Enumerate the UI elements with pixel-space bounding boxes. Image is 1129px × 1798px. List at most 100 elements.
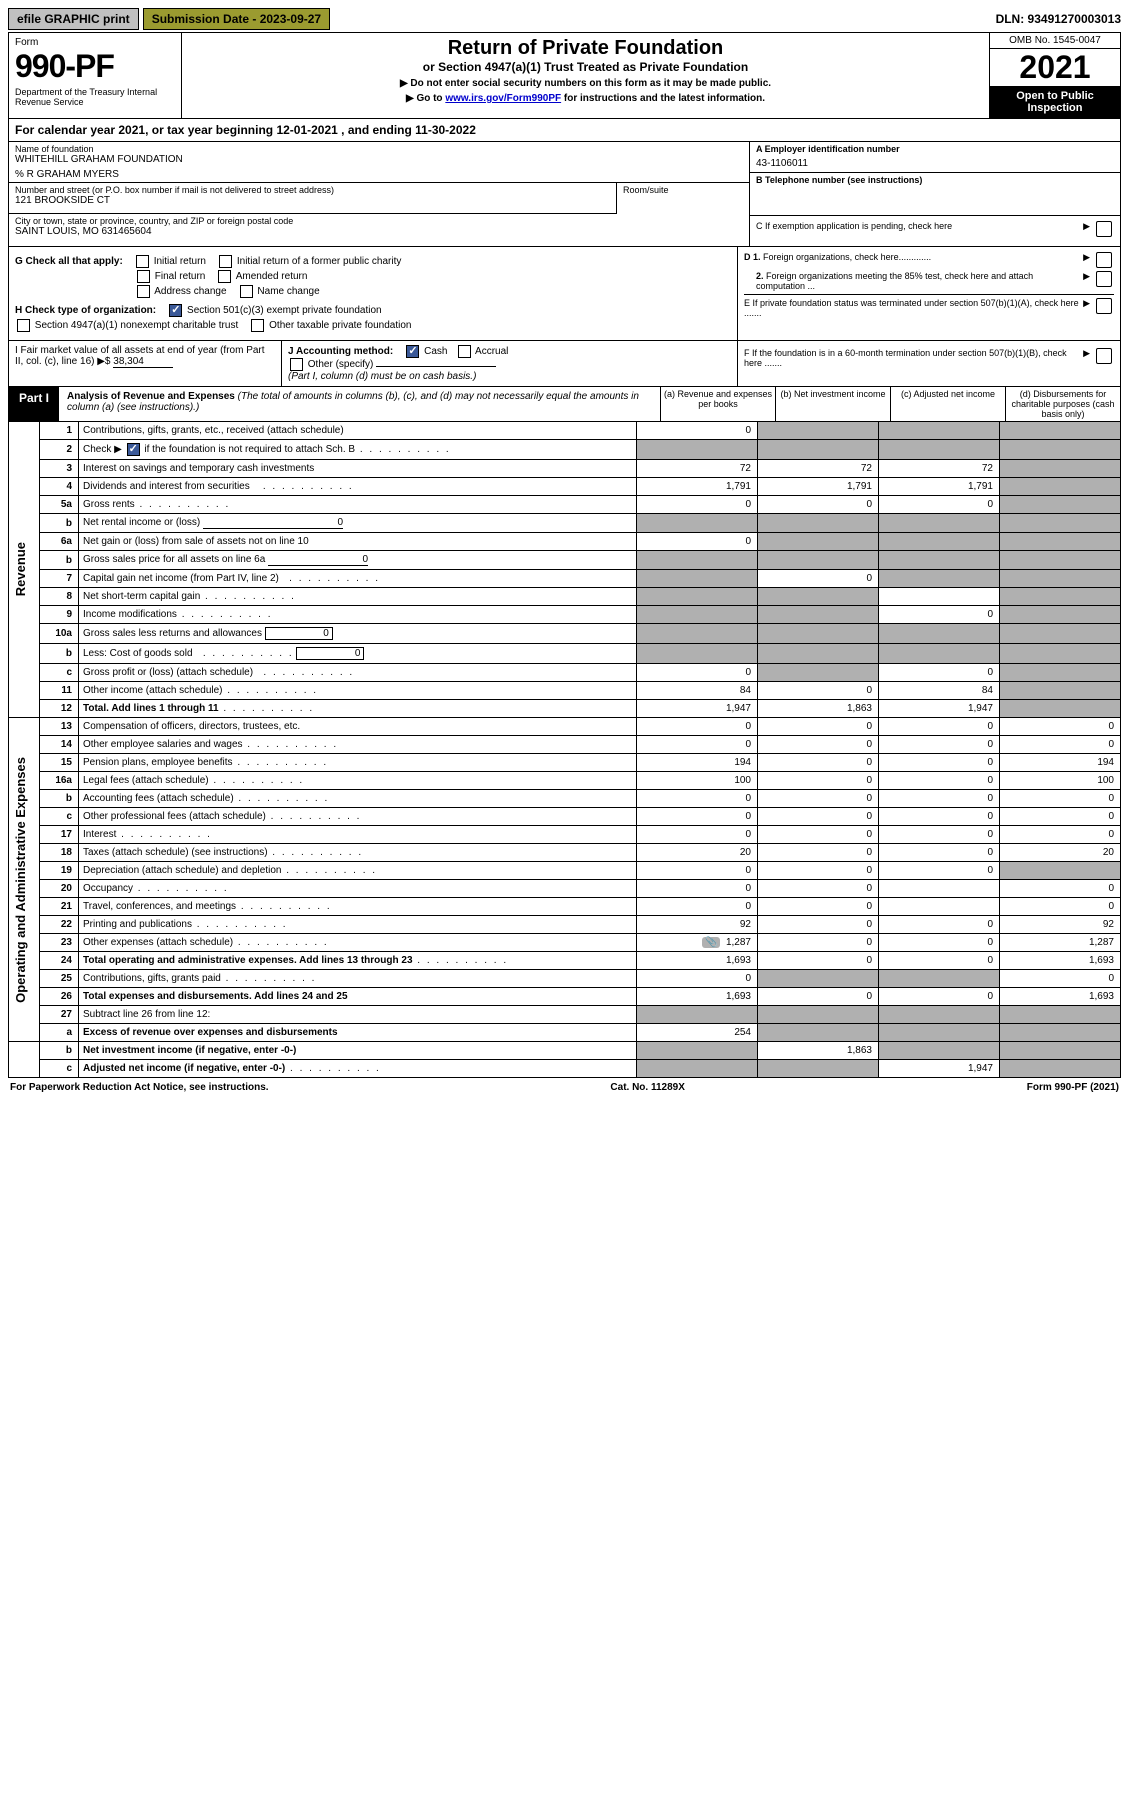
initial-former-checkbox[interactable] — [219, 255, 232, 268]
g-amended: Amended return — [236, 271, 308, 282]
addr-label: Number and street (or P.O. box number if… — [15, 185, 610, 195]
e-checkbox[interactable] — [1096, 298, 1112, 314]
g-label: G Check all that apply: — [15, 256, 123, 267]
row-9-desc: Income modifications — [79, 606, 637, 624]
c-label: C If exemption application is pending, c… — [756, 221, 1079, 231]
row-14-desc: Other employee salaries and wages — [79, 736, 637, 754]
note-ssn: ▶ Do not enter social security numbers o… — [190, 78, 981, 89]
row-10c-desc: Gross profit or (loss) (attach schedule) — [79, 664, 637, 682]
address-change-checkbox[interactable] — [137, 285, 150, 298]
city-state-zip: SAINT LOUIS, MO 631465604 — [15, 226, 743, 237]
row-16b-desc: Accounting fees (attach schedule) — [79, 790, 637, 808]
amended-return-checkbox[interactable] — [218, 270, 231, 283]
d2-text: Foreign organizations meeting the 85% te… — [756, 271, 1033, 291]
row-27b-desc: Net investment income (if negative, ente… — [79, 1042, 637, 1060]
i-value: 38,304 — [113, 356, 173, 368]
efile-button[interactable]: efile GRAPHIC print — [8, 8, 139, 30]
j-accrual-checkbox[interactable] — [458, 345, 471, 358]
schb-checkbox[interactable] — [127, 443, 140, 456]
h-501c3-checkbox[interactable] — [169, 304, 182, 317]
revenue-side-label: Revenue — [13, 542, 28, 596]
row-5a-desc: Gross rents — [79, 496, 637, 514]
row-21-desc: Travel, conferences, and meetings — [79, 898, 637, 916]
e-text: E If private foundation status was termi… — [744, 298, 1079, 318]
dept-text: Department of the Treasury Internal Reve… — [15, 87, 175, 107]
form-title: Return of Private Foundation — [190, 37, 981, 60]
footer-left: For Paperwork Reduction Act Notice, see … — [10, 1082, 269, 1093]
h-4947: Section 4947(a)(1) nonexempt charitable … — [35, 320, 238, 331]
j-note: (Part I, column (d) must be on cash basi… — [288, 371, 476, 382]
expenses-side-label: Operating and Administrative Expenses — [13, 757, 28, 1003]
row-24-desc: Total operating and administrative expen… — [79, 952, 637, 970]
h-other-checkbox[interactable] — [251, 319, 264, 332]
form-label: Form — [15, 37, 175, 48]
row-7-desc: Capital gain net income (from Part IV, l… — [79, 570, 637, 588]
j-cash-checkbox[interactable] — [406, 345, 419, 358]
row-27c-desc: Adjusted net income (if negative, enter … — [79, 1060, 637, 1078]
row-27a-desc: Excess of revenue over expenses and disb… — [79, 1024, 637, 1042]
h-4947-checkbox[interactable] — [17, 319, 30, 332]
row-10a-desc: Gross sales less returns and allowances … — [79, 624, 637, 644]
row-3-desc: Interest on savings and temporary cash i… — [79, 460, 637, 478]
row-25-desc: Contributions, gifts, grants paid — [79, 970, 637, 988]
street-address: 121 BROOKSIDE CT — [15, 195, 610, 206]
row-23-desc: Other expenses (attach schedule) — [79, 934, 637, 952]
tel-label: B Telephone number (see instructions) — [756, 175, 1114, 185]
initial-return-checkbox[interactable] — [136, 255, 149, 268]
row-11-desc: Other income (attach schedule) — [79, 682, 637, 700]
row-6a-desc: Net gain or (loss) from sale of assets n… — [79, 533, 637, 551]
row-1-desc: Contributions, gifts, grants, etc., rece… — [79, 422, 637, 440]
ein-label: A Employer identification number — [756, 144, 1114, 154]
row-13-desc: Compensation of officers, directors, tru… — [79, 718, 637, 736]
arrow-icon: ▶ — [1083, 252, 1090, 263]
f-checkbox[interactable] — [1096, 348, 1112, 364]
j-other: Other (specify) — [308, 359, 374, 370]
subdate-button[interactable]: Submission Date - 2023-09-27 — [143, 8, 330, 30]
part1-title: Analysis of Revenue and Expenses — [67, 391, 235, 402]
care-of: % R GRAHAM MYERS — [15, 169, 743, 180]
h-label: H Check type of organization: — [15, 305, 156, 316]
row-22-desc: Printing and publications — [79, 916, 637, 934]
arrow-icon: ▶ — [1083, 298, 1090, 309]
col-d-header: (d) Disbursements for charitable purpose… — [1005, 387, 1120, 421]
row-1-a: 0 — [637, 422, 758, 440]
name-change-checkbox[interactable] — [240, 285, 253, 298]
d1-checkbox[interactable] — [1096, 252, 1112, 268]
j-other-checkbox[interactable] — [290, 358, 303, 371]
room-label: Room/suite — [623, 185, 743, 195]
row-19-desc: Depreciation (attach schedule) and deple… — [79, 862, 637, 880]
calendar-year: For calendar year 2021, or tax year begi… — [8, 119, 1121, 142]
g-initial: Initial return — [154, 256, 206, 267]
col-a-header: (a) Revenue and expenses per books — [660, 387, 775, 421]
row-8-desc: Net short-term capital gain — [79, 588, 637, 606]
form-link[interactable]: www.irs.gov/Form990PF — [445, 93, 561, 104]
c-checkbox[interactable] — [1096, 221, 1112, 237]
col-b-header: (b) Net investment income — [775, 387, 890, 421]
row-16a-desc: Legal fees (attach schedule) — [79, 772, 637, 790]
j-accrual: Accrual — [475, 346, 508, 357]
col-c-header: (c) Adjusted net income — [890, 387, 1005, 421]
footer-formref: Form 990-PF (2021) — [1027, 1082, 1119, 1093]
arrow-icon: ▶ — [1083, 221, 1090, 232]
inspection-label: Open to Public Inspection — [990, 86, 1120, 118]
arrow-icon: ▶ — [1083, 271, 1090, 282]
ein-value: 43-1106011 — [756, 158, 1114, 169]
note-goto: ▶ Go to www.irs.gov/Form990PF for instru… — [406, 93, 765, 104]
row-2-desc: Check ▶ if the foundation is not require… — [79, 440, 637, 460]
part1-label: Part I — [9, 387, 59, 421]
row-10b-desc: Less: Cost of goods sold 0 — [79, 644, 637, 664]
g-name: Name change — [257, 286, 319, 297]
d2-checkbox[interactable] — [1096, 271, 1112, 287]
form-subtitle: or Section 4947(a)(1) Trust Treated as P… — [190, 60, 981, 74]
g-final: Final return — [155, 271, 206, 282]
row-26-desc: Total expenses and disbursements. Add li… — [79, 988, 637, 1006]
row-17-desc: Interest — [79, 826, 637, 844]
j-cash: Cash — [424, 346, 447, 357]
row-20-desc: Occupancy — [79, 880, 637, 898]
d1-text: Foreign organizations, check here.......… — [763, 252, 931, 262]
h-501c3: Section 501(c)(3) exempt private foundat… — [187, 305, 382, 316]
final-return-checkbox[interactable] — [137, 270, 150, 283]
paperclip-icon[interactable]: 📎 — [702, 937, 720, 948]
h-other: Other taxable private foundation — [269, 320, 411, 331]
row-12-desc: Total. Add lines 1 through 11 — [79, 700, 637, 718]
